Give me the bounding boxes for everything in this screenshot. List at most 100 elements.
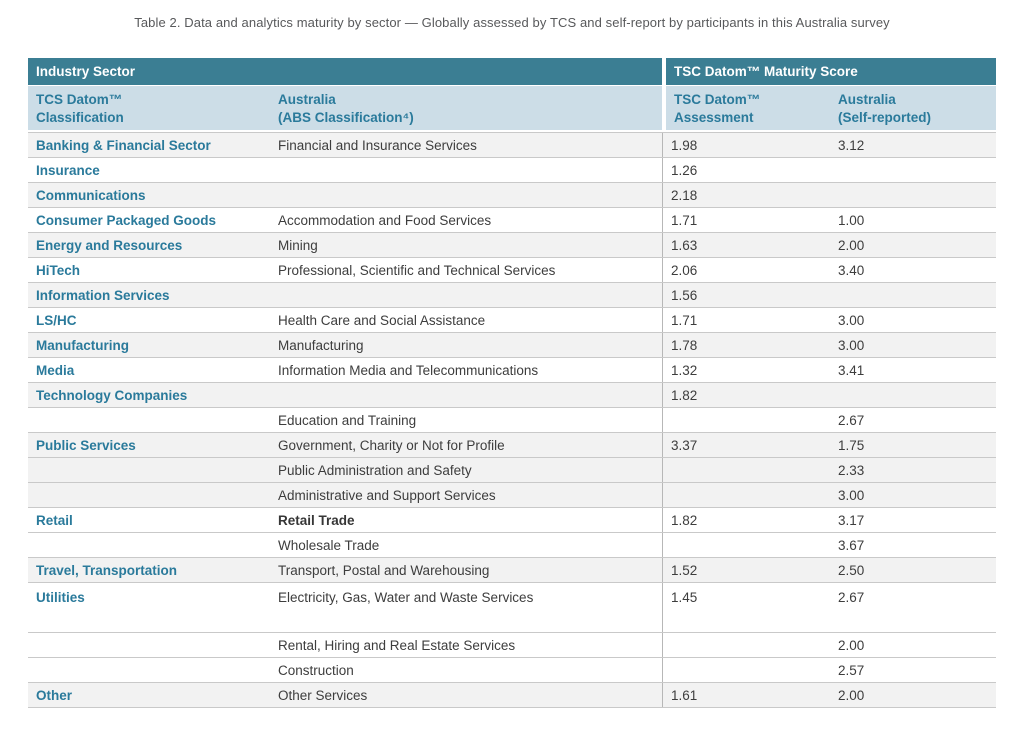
cell-tsc-assessment: 2.18 — [662, 183, 830, 207]
cell-tsc-assessment — [662, 483, 830, 507]
cell-tsc-assessment: 1.63 — [662, 233, 830, 257]
cell-tsc-assessment: 3.37 — [662, 433, 830, 457]
table-row: Wholesale Trade 3.67 — [28, 533, 996, 558]
column-header-line: Assessment — [674, 109, 754, 125]
cell-abs-classification: Other Services — [278, 687, 368, 703]
table-caption: Table 2. Data and analytics maturity by … — [134, 15, 890, 30]
table-row: Construction 2.57 — [28, 658, 996, 683]
cell-sector: Manufacturing — [36, 337, 129, 353]
table-row: Manufacturing Manufacturing 1.78 3.00 — [28, 333, 996, 358]
cell-self-reported: 3.00 — [838, 312, 865, 328]
cell-abs-classification: Administrative and Support Services — [278, 487, 496, 503]
table-row: Information Services 1.56 — [28, 283, 996, 308]
group-header-maturity-score: TSC Datom™ Maturity Score — [662, 58, 996, 85]
table-column-header-row: TCS Datom™ Classification Australia (ABS… — [28, 86, 996, 130]
cell-self-reported: 2.67 — [838, 412, 865, 428]
cell-tsc-assessment: 1.82 — [662, 383, 830, 407]
table-body: Banking & Financial Sector Financial and … — [28, 132, 996, 708]
table-row: Travel, Transportation Transport, Postal … — [28, 558, 996, 583]
table-row: Utilities Electricity, Gas, Water and Was… — [28, 583, 996, 633]
cell-tsc-assessment: 1.82 — [662, 508, 830, 532]
cell-self-reported: 2.57 — [838, 662, 865, 678]
column-header-australia-abs-classification: Australia (ABS Classification⁴) — [270, 86, 662, 130]
cell-self-reported: 3.00 — [838, 487, 865, 503]
table-row: LS/HC Health Care and Social Assistance 1.… — [28, 308, 996, 333]
table-row: Public Administration and Safety 2.33 — [28, 458, 996, 483]
cell-abs-classification: Education and Training — [278, 412, 417, 428]
maturity-table: Industry Sector TSC Datom™ Maturity Scor… — [28, 58, 996, 708]
cell-self-reported: 3.40 — [838, 262, 865, 278]
cell-self-reported: 3.12 — [838, 137, 865, 153]
column-header-tsc-datom-assessment: TSC Datom™ Assessment — [662, 86, 830, 130]
cell-sector: Insurance — [36, 162, 100, 178]
column-header-line: Classification — [36, 109, 124, 125]
table-group-header-row: Industry Sector TSC Datom™ Maturity Scor… — [28, 58, 996, 85]
cell-self-reported: 2.00 — [838, 237, 865, 253]
cell-self-reported: 2.33 — [838, 462, 865, 478]
cell-sector: HiTech — [36, 262, 81, 278]
cell-tsc-assessment — [662, 658, 830, 682]
cell-tsc-assessment: 2.06 — [662, 258, 830, 282]
cell-abs-classification: Transport, Postal and Warehousing — [278, 562, 490, 578]
cell-sector: Retail — [36, 512, 73, 528]
cell-sector: Information Services — [36, 287, 170, 303]
table-row: Education and Training 2.67 — [28, 408, 996, 433]
cell-sector: Banking & Financial Sector — [36, 137, 211, 153]
cell-sector: Energy and Resources — [36, 237, 183, 253]
table-row: Other Other Services 1.61 2.00 — [28, 683, 996, 708]
table-row: Rental, Hiring and Real Estate Services 2… — [28, 633, 996, 658]
cell-self-reported: 3.00 — [838, 337, 865, 353]
cell-self-reported: 2.50 — [838, 562, 865, 578]
column-header-tcs-datom-classification: TCS Datom™ Classification — [28, 86, 270, 130]
cell-self-reported: 2.67 — [838, 590, 865, 605]
cell-abs-classification: Information Media and Telecommunications — [278, 362, 539, 378]
cell-sector: Technology Companies — [36, 387, 188, 403]
cell-abs-classification: Accommodation and Food Services — [278, 212, 492, 228]
cell-abs-classification: Government, Charity or Not for Profile — [278, 437, 505, 453]
column-header-line: (ABS Classification⁴) — [278, 109, 414, 125]
table-row: Technology Companies 1.82 — [28, 383, 996, 408]
cell-tsc-assessment — [662, 633, 830, 657]
cell-tsc-assessment — [662, 458, 830, 482]
table-row: Communications 2.18 — [28, 183, 996, 208]
cell-self-reported: 2.00 — [838, 637, 865, 653]
table-row: Consumer Packaged Goods Accommodation and… — [28, 208, 996, 233]
group-header-industry-sector: Industry Sector — [28, 58, 662, 85]
cell-sector: Utilities — [36, 590, 85, 605]
cell-abs-classification: Rental, Hiring and Real Estate Services — [278, 637, 516, 653]
table-row: Energy and Resources Mining 1.63 2.00 — [28, 233, 996, 258]
cell-tsc-assessment: 1.56 — [662, 283, 830, 307]
cell-self-reported: 2.00 — [838, 687, 865, 703]
column-header-line: TSC Datom™ — [674, 92, 761, 107]
column-header-line: (Self-reported) — [838, 109, 932, 125]
cell-self-reported: 1.75 — [838, 437, 865, 453]
cell-sector: Media — [36, 362, 75, 378]
cell-abs-classification: Health Care and Social Assistance — [278, 312, 486, 328]
cell-abs-classification: Construction — [278, 662, 354, 678]
column-header-line: Australia — [838, 92, 896, 107]
cell-self-reported: 1.00 — [838, 212, 865, 228]
cell-sector: LS/HC — [36, 312, 77, 328]
table-row: Insurance 1.26 — [28, 158, 996, 183]
cell-abs-classification: Retail Trade — [278, 512, 355, 528]
cell-sector: Other — [36, 687, 73, 703]
table-row: Retail Retail Trade 1.82 3.17 — [28, 508, 996, 533]
table-row: Public Services Government, Charity or No… — [28, 433, 996, 458]
cell-self-reported: 3.17 — [838, 512, 865, 528]
column-header-line: TCS Datom™ — [36, 92, 123, 107]
cell-tsc-assessment: 1.61 — [662, 683, 830, 707]
cell-tsc-assessment — [662, 408, 830, 432]
cell-tsc-assessment — [662, 533, 830, 557]
cell-sector: Consumer Packaged Goods — [36, 212, 217, 228]
cell-tsc-assessment: 1.98 — [662, 133, 830, 157]
table-row: HiTech Professional, Scientific and Techn… — [28, 258, 996, 283]
cell-sector: Public Services — [36, 437, 136, 453]
table-row: Media Information Media and Telecommunica… — [28, 358, 996, 383]
cell-tsc-assessment: 1.71 — [662, 308, 830, 332]
cell-tsc-assessment: 1.78 — [662, 333, 830, 357]
cell-tsc-assessment: 1.26 — [662, 158, 830, 182]
cell-tsc-assessment: 1.71 — [662, 208, 830, 232]
cell-tsc-assessment: 1.32 — [662, 358, 830, 382]
table-row: Banking & Financial Sector Financial and … — [28, 133, 996, 158]
cell-abs-classification: Public Administration and Safety — [278, 462, 472, 478]
